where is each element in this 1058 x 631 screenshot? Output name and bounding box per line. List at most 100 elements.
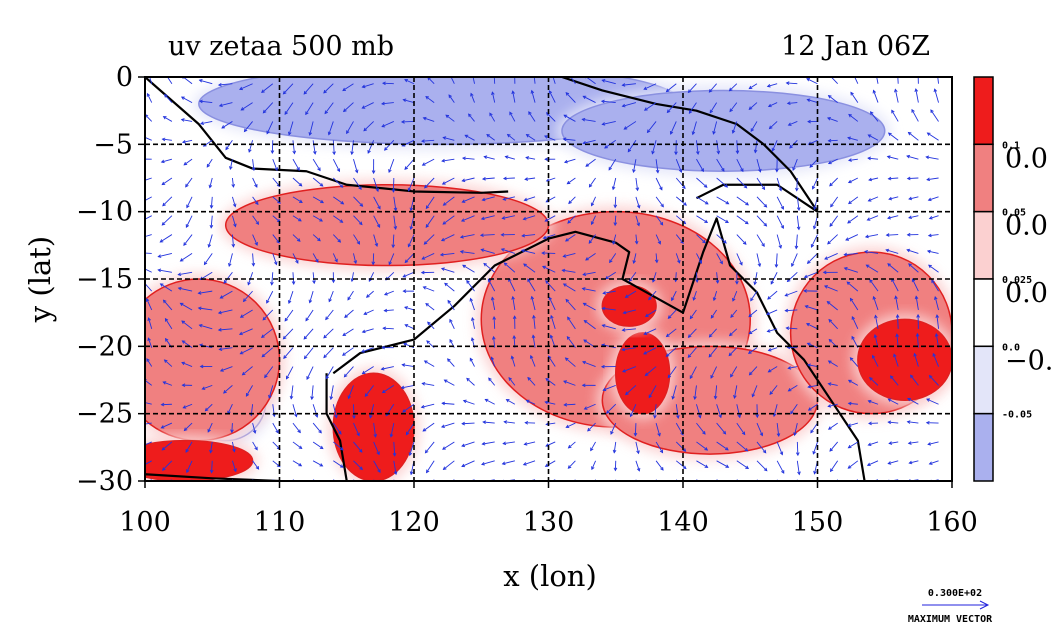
wind-vector [342, 347, 354, 356]
wind-vector [363, 309, 374, 315]
wind-vector [847, 158, 858, 162]
wind-vector [308, 290, 314, 304]
wind-vector [805, 323, 818, 330]
wind-vector [887, 460, 899, 465]
wind-vector [928, 374, 939, 386]
wind-vector [145, 252, 152, 254]
wind-vector [696, 441, 709, 451]
x-tick-label: 150 [792, 507, 844, 538]
wind-vector [562, 252, 576, 258]
wind-vector [312, 234, 321, 242]
wind-vector [203, 253, 213, 266]
wind-vector [405, 422, 415, 436]
wind-vector [197, 306, 213, 311]
wind-vector [891, 109, 899, 122]
wind-vector [461, 460, 475, 468]
wind-vector [272, 253, 278, 266]
wind-vector [424, 177, 435, 189]
wind-vector [716, 140, 721, 155]
wind-vector [716, 158, 725, 172]
wind-vector [827, 360, 838, 367]
wind-vector [185, 177, 193, 188]
wind-vector [564, 357, 576, 367]
wind-vector [651, 272, 657, 283]
wind-vector [231, 460, 237, 473]
wind-vector [353, 234, 361, 245]
wind-vector [735, 140, 740, 155]
wind-vector [582, 95, 596, 103]
wind-vector [795, 177, 799, 192]
wind-vector [849, 297, 859, 311]
wind-vector [440, 234, 455, 242]
wind-vector [157, 268, 172, 273]
wind-vector [292, 196, 303, 204]
wind-vector [756, 460, 768, 472]
wind-vector [218, 347, 233, 351]
wind-vector [260, 328, 274, 338]
colorbar-level-label: 0.0 [1002, 342, 1020, 353]
wind-vector [895, 333, 899, 348]
wind-vector [655, 234, 661, 245]
wind-vector [164, 93, 173, 103]
wind-vector [847, 379, 859, 386]
wind-vector [733, 385, 738, 399]
wind-vector [149, 77, 153, 84]
wind-vector [426, 460, 435, 474]
wind-vector [373, 423, 378, 438]
wind-vector [323, 83, 334, 94]
wind-vector [794, 234, 799, 250]
wind-vector [528, 111, 536, 122]
wind-vector [791, 253, 798, 268]
wind-vector [925, 420, 939, 425]
wind-vector [425, 302, 435, 311]
x-tick-label: 110 [254, 507, 306, 538]
x-tick-label: 120 [388, 507, 440, 538]
wind-vector [219, 366, 233, 372]
wind-vector [161, 215, 173, 226]
wind-vector [503, 262, 516, 273]
wind-vector [567, 215, 576, 224]
wind-vector [162, 299, 173, 311]
y-tick-label: 0 [116, 62, 133, 93]
wind-vector [729, 102, 738, 113]
wind-vector [383, 290, 394, 296]
wind-vector [602, 384, 616, 392]
wind-vector [710, 366, 718, 379]
wind-vector [523, 263, 536, 273]
wind-vector [601, 79, 616, 85]
wind-vector [768, 121, 778, 130]
wind-vector [829, 177, 838, 187]
wind-vector [866, 460, 879, 467]
wind-vector [284, 309, 294, 322]
wind-vector [774, 253, 779, 268]
wind-vector [502, 196, 515, 201]
wind-vector [563, 158, 576, 164]
wind-vector [869, 377, 879, 386]
y-axis-label: y (lat) [23, 236, 57, 323]
wind-vector [323, 347, 334, 359]
wind-vector [736, 422, 746, 436]
wind-vector [505, 399, 516, 405]
wind-vector [851, 315, 859, 330]
wind-vector [530, 89, 536, 103]
wind-vector [756, 234, 765, 247]
wind-vector [635, 196, 641, 209]
wind-vector [333, 196, 345, 205]
wind-vector [887, 263, 899, 273]
wind-vector [404, 306, 415, 311]
wind-vector [161, 137, 172, 142]
wind-vector [753, 140, 758, 154]
wind-vector [730, 309, 738, 318]
wind-vector [520, 249, 536, 254]
wind-vector [583, 319, 596, 330]
wind-vector [459, 250, 475, 254]
wind-vector [926, 249, 939, 254]
wind-vector [807, 384, 818, 389]
wind-vector [524, 420, 536, 425]
wind-vector [796, 196, 801, 212]
wind-vector [198, 99, 213, 104]
wind-vector [829, 215, 839, 227]
x-tick-label: 130 [523, 507, 575, 538]
wind-vector [466, 279, 475, 292]
wind-vector [145, 281, 153, 292]
